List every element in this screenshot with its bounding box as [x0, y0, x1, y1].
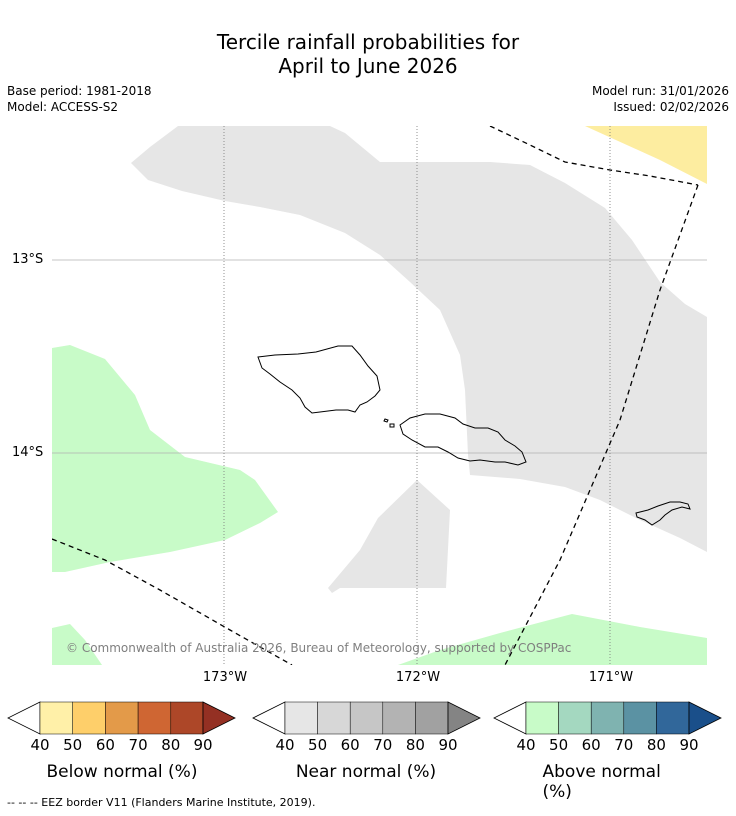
colorbar-near-swatch-70: [382, 701, 416, 735]
colorbar-below-under-arrow: [7, 701, 41, 735]
colorbar-near-under-arrow: [252, 701, 286, 735]
colorbar-below-swatch-40: [39, 701, 73, 735]
near-normal-region: [131, 126, 707, 552]
colorbar-above-swatch-50: [558, 701, 592, 735]
colorbar-below-tick: 40: [30, 736, 50, 754]
meta-left: Base period: 1981-2018 Model: ACCESS-S2: [7, 83, 152, 115]
map-area: [52, 126, 707, 665]
eez-border-north: [489, 126, 699, 186]
lat-label-14s: 14°S: [12, 445, 44, 460]
graticule: [52, 126, 707, 665]
chart-title: Tercile rainfall probabilities for April…: [0, 30, 736, 78]
lon-label-172w: 172°W: [395, 670, 441, 685]
colorbar-above-tick: 60: [581, 736, 601, 754]
near-normal-region-south: [328, 480, 450, 593]
colorbar-below-tick: 70: [128, 736, 148, 754]
colorbar-above-under-arrow: [493, 701, 527, 735]
colorbar-below-tick: 80: [161, 736, 181, 754]
eez-border-southwest: [52, 538, 293, 665]
colorbar-above-normal: [493, 701, 722, 735]
colorbar-above-tick: 80: [646, 736, 666, 754]
island-tutuila: [635, 501, 691, 526]
issued-date: Issued: 02/02/2026: [613, 100, 729, 114]
eez-border-east: [504, 184, 699, 665]
colorbar-near-over-arrow: [447, 701, 481, 735]
island-manono: [383, 418, 389, 423]
meta-right: Model run: 31/01/2026 Issued: 02/02/2026: [592, 83, 729, 115]
colorbar-above-swatch-40: [525, 701, 559, 735]
colorbar-near-tick: 60: [340, 736, 360, 754]
lat-label-13s: 13°S: [12, 252, 44, 267]
colorbar-near-swatch-40: [284, 701, 318, 735]
below-normal-region: [585, 126, 707, 184]
colorbar-near-tick: 90: [438, 736, 458, 754]
model-name: Model: ACCESS-S2: [7, 100, 119, 114]
island-savaii: [257, 345, 381, 414]
colorbar-above-tick: 40: [516, 736, 536, 754]
colorbar-near-label: Near normal (%): [295, 762, 437, 782]
base-period: Base period: 1981-2018: [7, 84, 152, 98]
colorbar-near-tick: 40: [275, 736, 295, 754]
colorbar-below-swatch-50: [72, 701, 106, 735]
colorbar-near-swatch-60: [349, 701, 384, 735]
colorbar-near-swatch-50: [317, 701, 351, 735]
colorbar-above-tick: 70: [614, 736, 634, 754]
model-run: Model run: 31/01/2026: [591, 84, 729, 98]
colorbar-below-tick: 90: [193, 736, 213, 754]
above-normal-region-southwest: [52, 624, 102, 665]
above-normal-region-south: [398, 614, 707, 665]
colorbar-near-tick: 50: [308, 736, 328, 754]
colorbar-near-normal: [252, 701, 481, 735]
island-upolu: [399, 413, 527, 466]
above-normal-region-west: [52, 345, 278, 572]
colorbar-below-label: Below normal (%): [46, 762, 198, 782]
title-line-1: Tercile rainfall probabilities for: [216, 30, 520, 54]
lon-label-173w: 173°W: [202, 670, 248, 685]
colorbar-above-over-arrow: [688, 701, 722, 735]
colorbar-near-swatch-80: [415, 701, 449, 735]
colorbar-near-tick: 70: [373, 736, 393, 754]
title-line-2: April to June 2026: [278, 54, 458, 78]
colorbar-below-over-arrow: [202, 701, 236, 735]
copyright-notice: © Commonwealth of Australia 2026, Bureau…: [66, 641, 572, 655]
colorbar-above-tick: 50: [549, 736, 569, 754]
colorbar-below-tick: 60: [95, 736, 115, 754]
colorbar-above-swatch-60: [590, 701, 625, 735]
colorbar-above-label: Above normal (%): [542, 762, 661, 802]
colorbar-below-swatch-70: [137, 701, 172, 735]
colorbar-near-tick: 80: [405, 736, 425, 754]
colorbar-above-tick: 90: [679, 736, 699, 754]
island-apolima: [389, 423, 395, 428]
eez-footnote: -- -- -- EEZ border V11 (Flanders Marine…: [7, 796, 316, 809]
colorbar-above-swatch-80: [656, 701, 690, 735]
lon-label-171w: 171°W: [588, 670, 634, 685]
colorbar-below-normal: [7, 701, 236, 735]
colorbar-below-swatch-60: [105, 701, 139, 735]
colorbar-below-tick: 50: [63, 736, 83, 754]
colorbar-above-swatch-70: [623, 701, 657, 735]
colorbar-below-swatch-80: [170, 701, 204, 735]
